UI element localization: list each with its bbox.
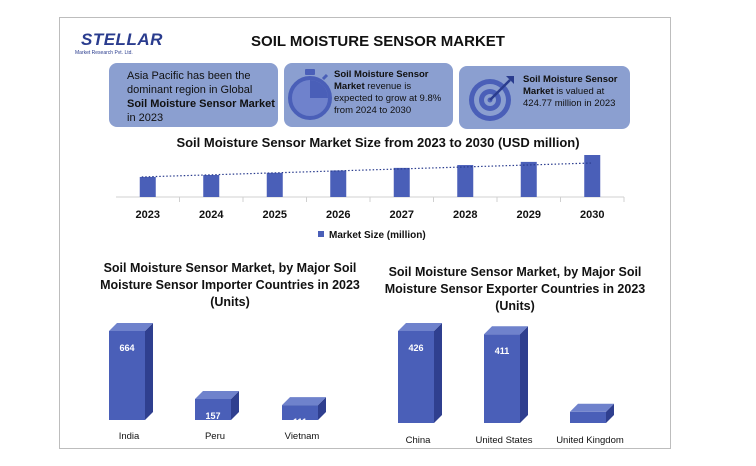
bar-top — [195, 390, 239, 399]
x-tick-label: 2025 — [263, 209, 287, 221]
value-label: 111 — [293, 417, 307, 427]
bar-China — [398, 331, 434, 423]
legend-label: Market Size (million) — [329, 230, 426, 241]
bar-2023 — [139, 176, 156, 197]
exporter-chart-title: Soil Moisture Sensor Market, by Major So… — [384, 265, 646, 313]
bar-Vietnam — [282, 405, 318, 420]
region-card: Asia Pacific has been the dominant regio… — [109, 63, 278, 127]
category-label: United States — [475, 435, 532, 446]
importer-chart-title: Soil Moisture Sensor Market, by Major So… — [100, 261, 360, 309]
trend-line — [141, 162, 593, 178]
market-size-chart: 2023 2024 2025 2026 2027 2028 2029 2030 Market S… — [116, 155, 625, 241]
stopwatch-icon — [288, 69, 332, 120]
value-label: 157 — [205, 411, 220, 421]
bar-side — [145, 323, 153, 420]
bar-United States — [484, 334, 520, 423]
x-tick-label: 2028 — [453, 209, 477, 221]
category-label: India — [119, 431, 140, 442]
bar-2030 — [584, 155, 601, 197]
market-size-chart-title: Soil Moisture Sensor Market Size from 20… — [176, 135, 580, 150]
bar-Peru — [195, 398, 231, 420]
company-logo: STELLAR Market Research Pvt. Ltd. — [71, 26, 162, 60]
x-tick-label: 2024 — [199, 209, 224, 221]
bar-top — [570, 403, 614, 412]
bar-side — [318, 397, 326, 420]
x-tick-label: 2030 — [580, 209, 604, 221]
bar-2024 — [203, 175, 220, 197]
x-tick-label: 2029 — [517, 209, 541, 221]
bar-2029 — [520, 161, 537, 197]
growth-card-text: Soil Moisture Sensor Market revenue is e… — [334, 69, 442, 116]
value-card-text: Soil Moisture Sensor Market is valued at… — [523, 74, 618, 109]
x-tick-label: 2027 — [390, 209, 414, 221]
value-label: 426 — [408, 343, 423, 353]
category-label: Peru — [205, 431, 225, 442]
x-tick-label: 2026 — [326, 209, 350, 221]
value-label: 411 — [495, 346, 510, 356]
bar-side — [520, 326, 528, 423]
bar-United Kingdom — [570, 411, 606, 423]
bar-2025 — [266, 172, 283, 197]
value-label: 664 — [119, 343, 134, 353]
page-title: SOIL MOISTURE SENSOR MARKET — [251, 33, 505, 50]
bar-top — [398, 323, 442, 331]
bar-side — [231, 390, 239, 420]
category-label: Vietnam — [285, 431, 320, 442]
x-tick-label: 2023 — [136, 209, 160, 221]
category-label: China — [406, 435, 432, 446]
bar-top — [484, 326, 528, 335]
bar-side — [606, 403, 614, 423]
bar-top — [109, 323, 153, 331]
bar-India — [109, 331, 145, 420]
category-label: United Kingdom — [556, 435, 624, 446]
growth-card: Soil Moisture Sensor Market revenue is e… — [284, 63, 453, 127]
value-card: Soil Moisture Sensor Market is valued at… — [459, 66, 630, 129]
target-icon — [469, 76, 514, 121]
logo-tagline: Market Research Pvt. Ltd. — [75, 50, 133, 56]
region-card-text: Asia Pacific has been the dominant regio… — [127, 70, 275, 124]
bar-side — [434, 323, 442, 423]
importer-chart: 664 India 157 Peru 111 Vietnam — [109, 323, 326, 442]
value-label: 52 — [583, 424, 593, 434]
legend-swatch — [318, 231, 324, 237]
bar-2027 — [393, 167, 410, 197]
bar-2026 — [330, 170, 347, 197]
logo-name: STELLAR — [81, 30, 163, 49]
bar-2028 — [457, 165, 474, 197]
bar-top — [282, 397, 326, 406]
